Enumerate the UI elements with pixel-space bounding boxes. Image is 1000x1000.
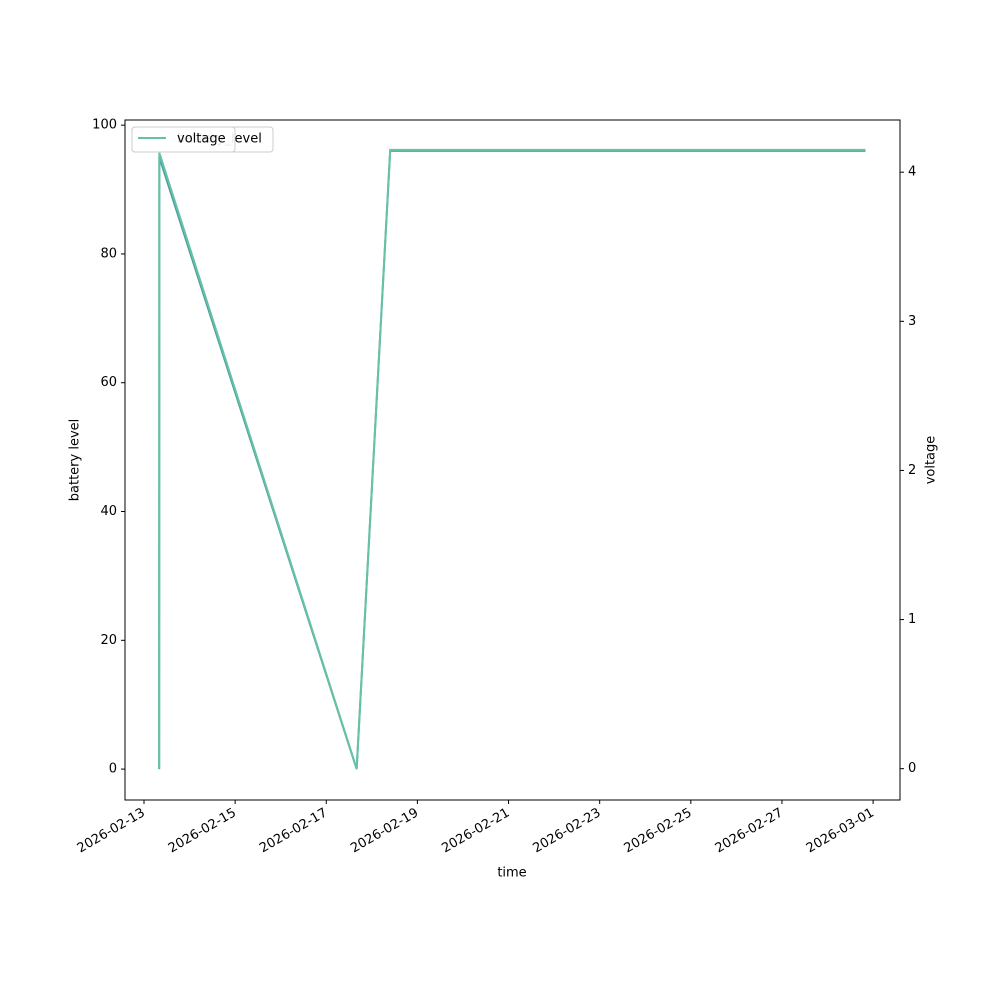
- y2-tick-label: 3: [908, 314, 916, 329]
- y-tick-label: 20: [100, 633, 117, 648]
- y2-tick-label: 0: [908, 761, 916, 776]
- y-tick-label: 0: [109, 762, 117, 777]
- y-tick-label: 40: [100, 504, 117, 519]
- x-tick-label: 2026-02-13: [75, 806, 148, 857]
- x-tick-label: 2026-02-19: [348, 806, 421, 857]
- y-tick-label: 100: [92, 118, 117, 133]
- x-tick-label: 2026-03-01: [804, 806, 877, 857]
- line-series: [158, 148, 866, 769]
- line-series: [158, 149, 866, 770]
- x-tick-label: 2026-02-23: [530, 806, 603, 857]
- legend-box: [131, 126, 236, 153]
- y2-tick-label: 1: [908, 612, 916, 627]
- x-tick-label: 2026-02-25: [622, 806, 695, 857]
- y-tick-label: 60: [100, 375, 117, 390]
- y2-axis-label: voltage: [924, 436, 939, 485]
- y2-tick-label: 4: [908, 165, 916, 180]
- x-axis-label: time: [497, 866, 526, 881]
- y-axis-label: battery level: [68, 419, 83, 502]
- x-tick-label: 2026-02-17: [257, 806, 330, 857]
- plot-frame: [124, 119, 901, 801]
- x-tick-label: 2026-02-21: [439, 806, 512, 857]
- y-tick-label: 80: [100, 246, 117, 261]
- y2-tick-label: 2: [908, 463, 916, 478]
- legend-label: voltage: [177, 132, 226, 147]
- x-tick-label: 2026-02-27: [713, 806, 786, 857]
- x-tick-label: 2026-02-15: [166, 806, 239, 857]
